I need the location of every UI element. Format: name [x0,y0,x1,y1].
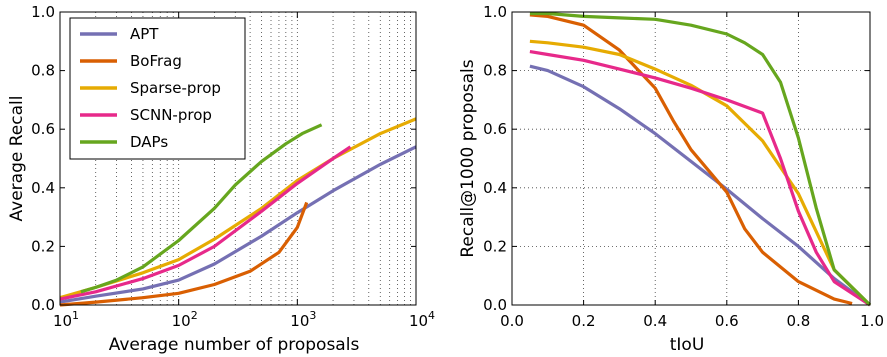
legend-label-bofrag: BoFrag [130,52,182,70]
series-line-bofrag [59,201,309,307]
left-xtick-label: 103 [290,309,316,330]
left-xtick-base: 10 [290,312,309,330]
left-ytick-label: 0.2 [31,237,55,255]
chart-right: 0.0 0.2 0.4 0.6 0.8 1.0 0.0 0.2 0.4 0.6 0.8 1.0 tIoU… [458,3,884,355]
right-ytick-label: 0.6 [483,120,507,138]
left-xtick-exponent: 4 [428,309,435,322]
legend-label-daps: DAPs [130,133,168,151]
left-xtick-exponent: 1 [72,309,79,322]
legend: APT BoFrag Sparse-prop SCNN-prop DAPs [69,17,246,160]
right-xtick-label: 0.4 [643,312,667,330]
series-line-scnn-prop [59,145,352,301]
right-series-line-daps [529,11,872,307]
left-xtick-exponent: 2 [191,309,198,322]
left-xtick-label: 101 [53,309,79,330]
left-xtick-label: 104 [409,309,435,330]
left-xtick-base: 10 [409,312,428,330]
left-xtick-base: 10 [53,312,72,330]
right-series-line-sparse-prop [529,39,872,307]
right-ytick-label: 0.0 [483,296,507,314]
left-plot-frame [59,11,417,306]
right-xaxis-label: tIoU [670,335,705,355]
right-xtick-label: 0.0 [500,312,524,330]
right-ytick-label: 0.8 [483,62,507,80]
left-xtick-base: 10 [172,312,191,330]
series-line-apt [59,145,417,304]
right-ytick-label: 0.2 [483,237,507,255]
left-ytick-label: 0.8 [31,62,55,80]
right-series-line-apt [529,64,871,307]
right-xtick-label: 0.6 [715,312,739,330]
left-ytick-label: 0.6 [31,120,55,138]
right-xtick-label: 0.2 [572,312,596,330]
left-yaxis-label: Average Recall [7,96,27,222]
right-series-line-scnn-prop [529,50,871,307]
series-line-daps [80,123,323,294]
right-xtick-label: 0.8 [786,312,810,330]
right-ytick-label: 1.0 [483,3,507,21]
left-ytick-label: 0.4 [31,179,55,197]
left-ytick-label: 0.0 [31,296,55,314]
right-series-line-bofrag [529,13,853,306]
right-yaxis-label: Recall@1000 proposals [458,59,478,257]
legend-label-sparse-prop: Sparse-prop [130,79,221,97]
left-xaxis-label: Average number of proposals [109,335,360,355]
right-ytick-label: 0.4 [483,179,507,197]
right-xtick-label: 1.0 [860,312,884,330]
legend-label-apt: APT [130,25,159,43]
right-plot-frame [511,11,871,306]
left-xtick-label: 102 [172,309,198,330]
left-xtick-exponent: 3 [309,309,316,322]
left-ytick-label: 1.0 [31,3,55,21]
legend-label-scnn-prop: SCNN-prop [130,106,212,124]
